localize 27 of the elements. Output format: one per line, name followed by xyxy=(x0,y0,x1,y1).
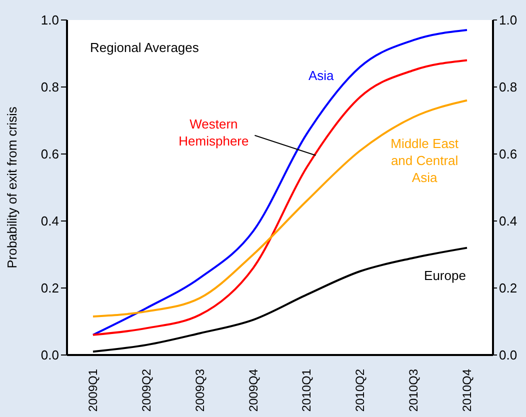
x-tick-label: 2009Q2 xyxy=(139,368,154,412)
y-tick-label: 1.0 xyxy=(40,12,59,28)
y2-tick-label: 0.8 xyxy=(499,80,518,95)
y2-tick-label: 0.6 xyxy=(499,146,518,162)
y-tick-label: 0.0 xyxy=(40,348,59,363)
y2-tick-label: 0.2 xyxy=(499,280,518,296)
x-tick-label: 2009Q4 xyxy=(246,368,260,412)
y-tick-label: 0.2 xyxy=(40,280,59,296)
x-tick-label: 2009Q1 xyxy=(86,368,100,412)
y-tick-label: 0.4 xyxy=(40,214,59,229)
series-label: Asia xyxy=(308,68,335,83)
y-tick-label: 0.8 xyxy=(40,80,59,95)
y2-tick-label: 0.0 xyxy=(499,348,518,363)
x-tick-label: 2010Q2 xyxy=(353,368,368,412)
y-axis-title: Probability of exit from crisis xyxy=(4,106,20,268)
x-tick-label: 2010Q1 xyxy=(300,368,314,412)
text: Western Hemisphere xyxy=(178,116,249,148)
y2-tick-label: 1.0 xyxy=(499,12,518,28)
y2-tick-label: 0.4 xyxy=(499,214,518,229)
x-tick-label: 2010Q4 xyxy=(460,368,474,412)
x-tick-label: 2010Q3 xyxy=(406,368,421,412)
x-tick-label: 2009Q3 xyxy=(192,368,207,412)
text: Regional Averages xyxy=(90,40,200,55)
series-label: Europe xyxy=(424,268,466,283)
line-series xyxy=(92,99,468,318)
series-label: Middle East and Central Asia xyxy=(390,136,459,186)
y-tick-label: 0.6 xyxy=(40,146,59,162)
